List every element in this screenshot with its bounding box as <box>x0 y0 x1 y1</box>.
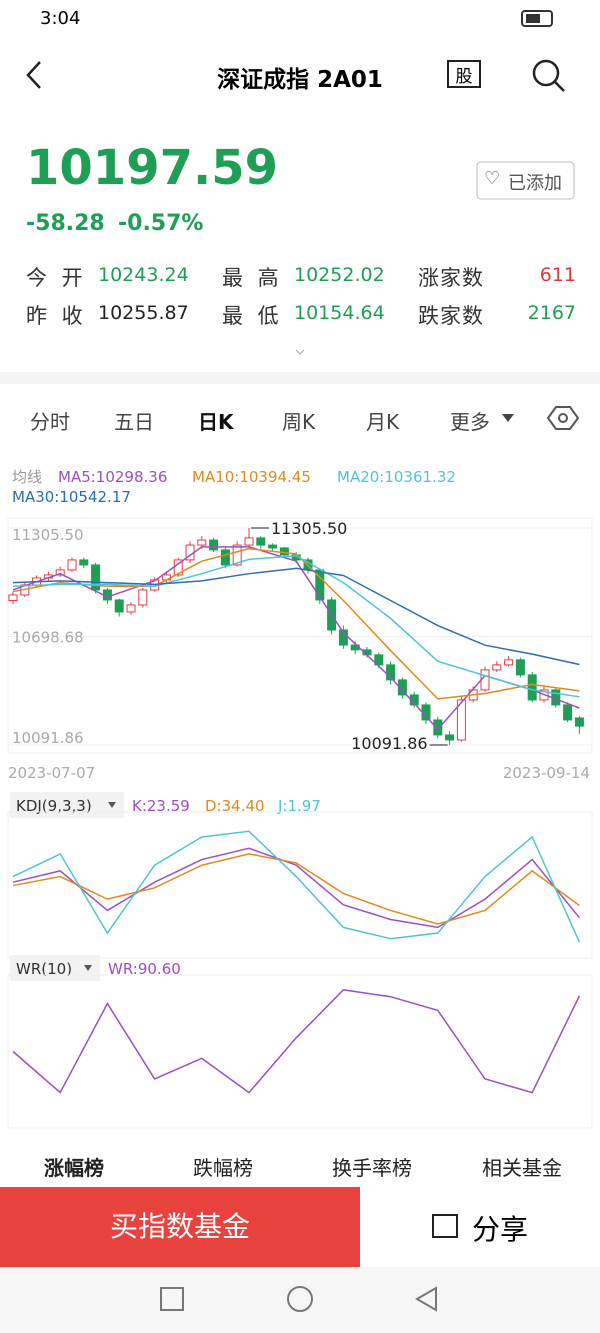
stat-label: 昨 收 <box>26 304 87 328</box>
candle-body <box>279 547 289 556</box>
legend-item: MA5:10298.36 <box>58 468 167 486</box>
charts: 均线 MA5:10298.36 MA10:10394.45 MA20:10361.32… <box>7 468 593 1129</box>
stat-value: 10252.02 <box>294 264 385 286</box>
candle-body <box>244 537 254 546</box>
candle-body <box>256 537 266 546</box>
indicator-title: WR(10) <box>16 960 72 978</box>
price: 10197.59 <box>26 140 279 196</box>
share-button[interactable]: 分享 <box>472 1213 529 1246</box>
candle-body <box>209 539 219 551</box>
search[interactable] <box>532 59 560 87</box>
stat-label: 涨家数 <box>418 266 484 290</box>
candle-body <box>232 544 242 566</box>
plot-frame <box>7 811 593 959</box>
change-pct: -0.57% <box>118 211 204 236</box>
candle-body <box>220 549 230 566</box>
indicator-line <box>12 989 581 1094</box>
stat-label: 最 低 <box>222 304 283 328</box>
indicator-line <box>12 830 581 943</box>
candle-body <box>138 589 148 606</box>
candle-body <box>574 717 584 727</box>
rank-tab[interactable]: 跌幅榜 <box>193 1156 253 1180</box>
legend-item: MA10:10394.45 <box>192 468 311 486</box>
buy-button[interactable]: 买指数基金 <box>0 1187 360 1267</box>
candle-body <box>126 604 136 613</box>
period-tab[interactable]: 分时 <box>30 410 70 434</box>
candle-body <box>504 659 514 666</box>
candle-body <box>433 719 443 736</box>
indicator-selector <box>10 792 124 818</box>
indicator-line <box>12 567 580 666</box>
rank-tab[interactable]: 相关基金 <box>482 1156 562 1180</box>
indicator-line <box>12 547 580 700</box>
title: 深证成指 2A01 <box>217 67 383 93</box>
rank-tab[interactable]: 涨幅榜 <box>44 1156 104 1180</box>
status-time: 3:04 <box>40 8 81 29</box>
stock-badge[interactable]: 股 <box>455 67 473 87</box>
x-label: 2023-07-07 <box>8 764 95 782</box>
stat-label: 今 开 <box>26 266 87 290</box>
low-annotation: 10091.86 <box>351 734 427 753</box>
back[interactable] <box>26 61 41 89</box>
indicator-line <box>12 555 580 698</box>
candle-body <box>527 674 537 701</box>
candle-body <box>456 699 466 741</box>
indicator-value: J:1.97 <box>277 797 321 815</box>
indicator-selector <box>10 955 100 981</box>
period-tab[interactable]: 更多 <box>450 410 490 434</box>
candle-body <box>515 659 525 676</box>
plot-frame <box>7 974 593 1129</box>
change: -58.28 <box>26 211 105 236</box>
indicator-value: D:34.40 <box>205 797 265 815</box>
x-label: 2023-09-14 <box>503 764 590 782</box>
high-annotation: 11305.50 <box>271 519 347 538</box>
period-tab[interactable]: 月K <box>366 410 400 434</box>
stat-value: 10154.64 <box>294 302 385 324</box>
candle-body <box>55 569 65 576</box>
candle-body <box>197 539 207 546</box>
candle-body <box>338 629 348 646</box>
candle-body <box>8 594 18 602</box>
y-tick-label: 11305.50 <box>12 526 84 544</box>
candle-body <box>563 704 573 721</box>
candle-body <box>386 664 396 681</box>
candle-body <box>397 679 407 696</box>
candle-body <box>67 559 77 571</box>
stat-value: 611 <box>539 264 576 286</box>
legend-title: 均线 <box>12 468 42 486</box>
indicator-value: K:23.59 <box>132 797 190 815</box>
candle-body <box>114 599 124 613</box>
watch-button[interactable]: 已添加 <box>508 173 562 194</box>
legend-item: MA20:10361.32 <box>337 468 456 486</box>
bottom-icons <box>0 1214 600 1333</box>
candle-body <box>445 734 455 741</box>
stat-label: 最 高 <box>222 266 283 290</box>
heart: ♡ <box>484 168 501 189</box>
candle-body <box>79 559 89 566</box>
header-icons <box>0 10 600 430</box>
indicator-line <box>12 853 580 925</box>
period-tab[interactable]: 周K <box>282 410 316 434</box>
period-tab[interactable]: 五日 <box>114 410 154 434</box>
stat-value: 10255.87 <box>98 302 189 324</box>
indicator-line <box>12 847 580 929</box>
stat-value: 2167 <box>527 302 576 324</box>
plot-frame <box>7 517 593 754</box>
candle-body <box>268 544 278 549</box>
dropdown <box>108 802 116 808</box>
legend-item: MA30:10542.17 <box>12 488 131 506</box>
candle-body <box>374 654 384 666</box>
dropdown <box>84 965 92 971</box>
indicator-title: KDJ(9,3,3) <box>16 797 92 815</box>
candle-body <box>492 664 502 671</box>
candle-body <box>91 564 101 591</box>
stat-label: 跌家数 <box>418 304 484 328</box>
rank-tab[interactable]: 换手率榜 <box>332 1156 412 1180</box>
stat-value: 10243.24 <box>98 264 189 286</box>
indicator-value: WR:90.60 <box>108 960 181 978</box>
y-tick-label: 10698.68 <box>12 629 84 647</box>
y-tick-label: 10091.86 <box>12 729 84 747</box>
period-tab[interactable]: 日K <box>198 410 234 434</box>
